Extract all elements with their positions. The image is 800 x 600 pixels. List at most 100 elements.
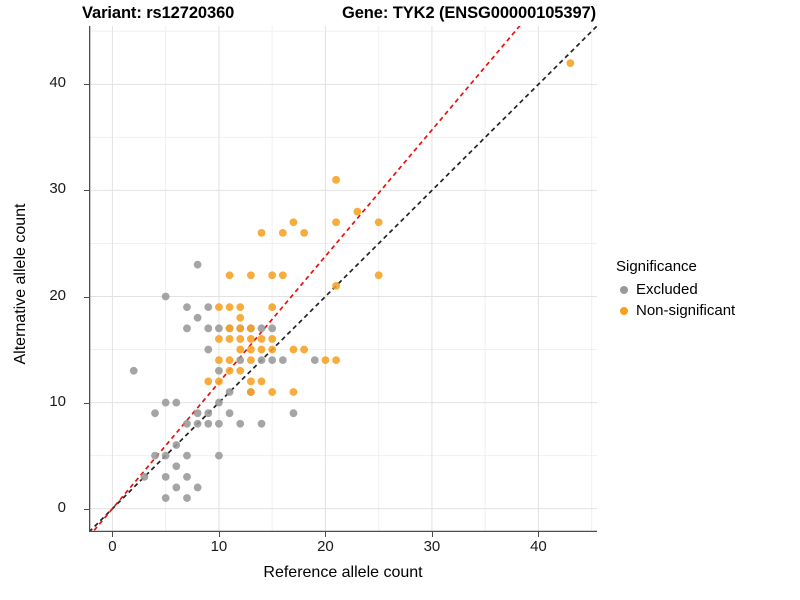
data-point — [257, 345, 266, 354]
legend-dot — [620, 285, 628, 294]
y-tick-mark — [84, 190, 89, 192]
data-point — [172, 462, 181, 471]
data-point — [193, 483, 202, 492]
data-point — [289, 409, 298, 418]
y-tick-label: 40 — [49, 74, 66, 92]
x-tick-label: 10 — [210, 538, 228, 555]
y-axis-title: Alternative allele count — [12, 203, 29, 365]
x-tick-mark — [325, 532, 327, 537]
x-tick-label: 20 — [317, 538, 334, 555]
data-point — [193, 313, 202, 322]
data-point — [225, 409, 234, 418]
data-point — [268, 335, 277, 343]
x-tick-label: 0 — [108, 538, 117, 555]
data-point — [193, 260, 202, 269]
data-point — [236, 366, 245, 375]
data-point — [236, 419, 245, 428]
data-point — [236, 335, 245, 343]
data-point — [161, 451, 170, 460]
data-point — [225, 388, 234, 396]
data-point — [204, 419, 213, 428]
data-point — [332, 281, 340, 290]
data-point — [289, 345, 298, 354]
x-tick-mark — [538, 532, 540, 537]
y-tick-label: 0 — [57, 498, 66, 516]
data-point — [225, 366, 234, 375]
data-point — [161, 472, 170, 481]
x-tick-label: 30 — [423, 538, 441, 555]
data-point — [300, 228, 309, 237]
data-point — [278, 228, 287, 237]
data-point — [151, 451, 159, 460]
data-point — [268, 388, 277, 396]
data-point — [268, 271, 277, 280]
data-point — [257, 228, 266, 237]
plot-panel — [89, 26, 597, 532]
reference-line-expected-ratio — [91, 26, 521, 532]
data-point — [129, 366, 138, 375]
data-point — [257, 356, 266, 365]
data-point — [215, 419, 223, 428]
data-point — [332, 175, 340, 184]
data-point — [204, 377, 213, 386]
data-point — [204, 303, 213, 312]
data-point — [225, 356, 234, 365]
data-point — [236, 356, 245, 365]
data-point — [257, 324, 266, 333]
data-point — [161, 292, 170, 301]
data-point — [215, 451, 223, 460]
data-point — [215, 366, 223, 375]
data-point — [140, 472, 149, 481]
data-point — [215, 356, 223, 365]
data-point — [246, 356, 255, 365]
data-point — [374, 218, 383, 227]
legend-dot — [620, 306, 628, 315]
data-point — [161, 494, 170, 502]
data-point — [257, 377, 266, 386]
data-point — [246, 335, 255, 343]
legend-item-label: Non-significant — [636, 302, 736, 319]
x-tick-mark — [112, 532, 114, 537]
data-point — [268, 356, 277, 365]
data-point — [161, 398, 170, 407]
data-point — [236, 345, 245, 354]
legend-point-icon — [616, 282, 632, 298]
data-point — [183, 494, 191, 502]
data-point — [215, 324, 223, 333]
series-non-significant — [204, 59, 575, 396]
data-point — [332, 356, 340, 365]
scatter-plot-svg — [89, 26, 597, 532]
data-point — [225, 271, 234, 280]
data-point — [257, 419, 266, 428]
legend-item-excluded[interactable]: Excluded — [616, 279, 735, 300]
data-point — [246, 388, 255, 396]
data-point — [183, 324, 191, 333]
data-point — [268, 303, 277, 312]
data-point — [289, 218, 298, 227]
data-point — [332, 218, 340, 227]
data-point — [204, 409, 213, 418]
data-point — [236, 313, 245, 322]
data-point — [236, 324, 245, 333]
x-tick-mark — [431, 532, 433, 537]
y-tick-label: 20 — [49, 286, 66, 304]
data-point — [246, 271, 255, 280]
legend-point-icon — [616, 303, 632, 319]
legend-item-non-significant[interactable]: Non-significant — [616, 300, 735, 321]
x-axis-title: Reference allele count — [263, 564, 423, 581]
title-row: Variant: rs12720360 Gene: TYK2 (ENSG0000… — [0, 0, 800, 30]
y-tick-mark — [84, 296, 89, 298]
data-point — [300, 345, 309, 354]
y-tick-mark — [84, 402, 89, 404]
data-point — [310, 356, 319, 365]
data-point — [246, 377, 255, 386]
data-point — [215, 377, 223, 386]
data-point — [204, 345, 213, 354]
data-point — [215, 398, 223, 407]
y-tick-mark — [84, 84, 89, 86]
data-point — [246, 324, 255, 333]
data-point — [183, 451, 191, 460]
y-tick-label: 10 — [49, 392, 66, 410]
data-point — [278, 356, 287, 365]
